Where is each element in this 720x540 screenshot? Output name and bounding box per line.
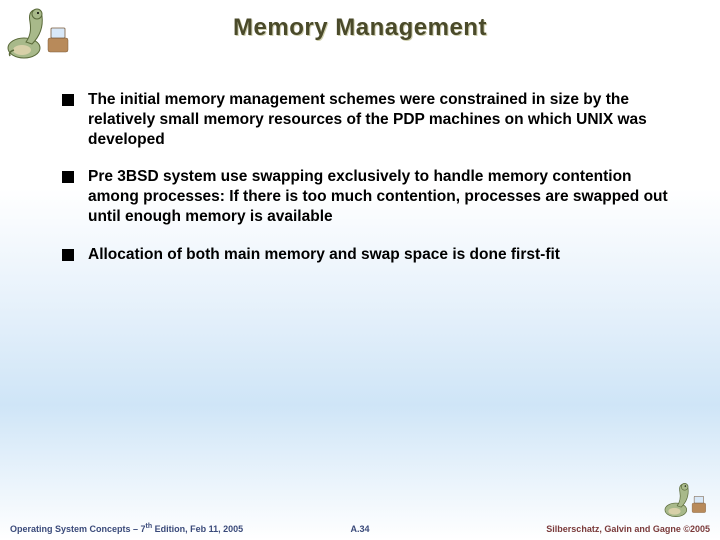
slide-content: The initial memory management schemes we… xyxy=(62,90,670,283)
bullet-item: The initial memory management schemes we… xyxy=(62,90,670,149)
square-bullet-icon xyxy=(62,249,74,261)
bullet-text: The initial memory management schemes we… xyxy=(88,90,670,149)
slide-title: Memory Management xyxy=(0,14,720,42)
footer-book-suffix: Edition, Feb 11, 2005 xyxy=(152,524,243,534)
mascot-logo-bottom-right xyxy=(660,480,712,518)
footer-book-prefix: Operating System Concepts – 7 xyxy=(10,524,146,534)
footer-right: Silberschatz, Galvin and Gagne ©2005 xyxy=(546,524,710,534)
bullet-text: Allocation of both main memory and swap … xyxy=(88,245,560,265)
square-bullet-icon xyxy=(62,171,74,183)
footer-left: Operating System Concepts – 7th Edition,… xyxy=(10,523,243,534)
bullet-item: Pre 3BSD system use swapping exclusively… xyxy=(62,167,670,226)
bullet-text: Pre 3BSD system use swapping exclusively… xyxy=(88,167,670,226)
bullet-item: Allocation of both main memory and swap … xyxy=(62,245,670,265)
footer-page-number: A.34 xyxy=(350,524,369,534)
square-bullet-icon xyxy=(62,94,74,106)
